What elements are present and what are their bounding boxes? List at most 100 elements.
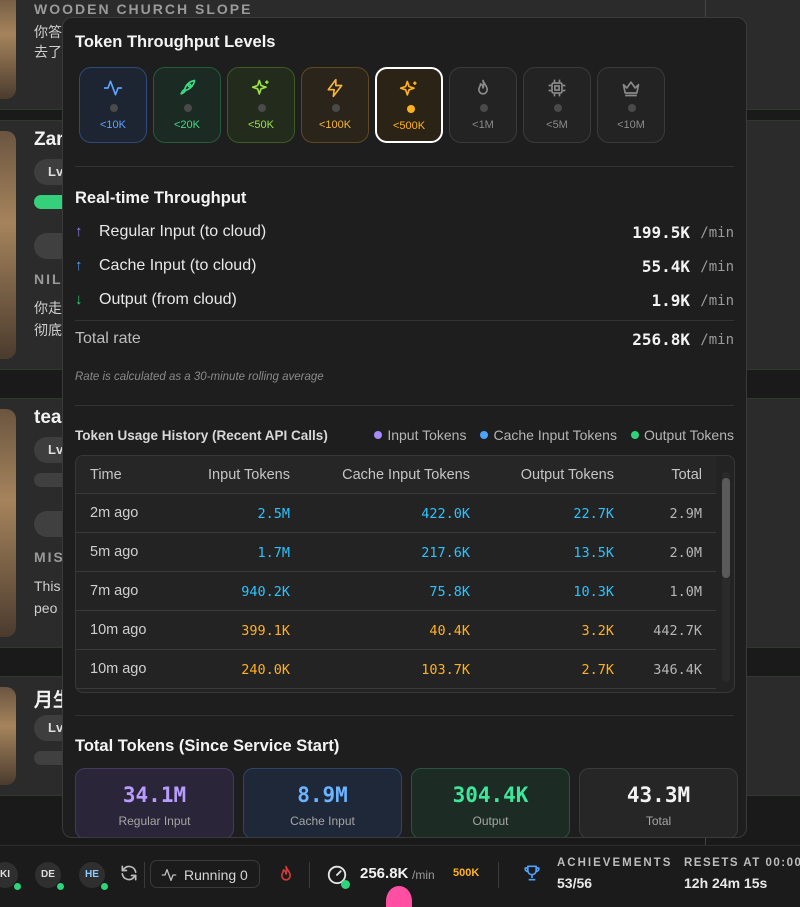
cache-cell: 40.4K (429, 623, 470, 639)
total-cell: 2.0M (669, 545, 702, 561)
table-row: 5m ago 1.7M 217.6K 13.5K 2.0M (76, 533, 716, 572)
agent-avatar[interactable]: DE (35, 862, 65, 891)
levels-title: Token Throughput Levels (75, 33, 276, 51)
column-header[interactable]: Input Tokens (208, 467, 290, 483)
output-cell: 2.7K (581, 662, 614, 678)
divider (75, 166, 734, 167)
throughput-rate-unit: /min (412, 868, 435, 882)
level-indicator-dot (628, 104, 636, 112)
realtime-title: Real-time Throughput (75, 189, 247, 207)
history-table[interactable]: Time Input Tokens Cache Input Tokens Out… (75, 455, 735, 693)
total-label: Total (645, 814, 672, 828)
rate-unit: /min (700, 332, 734, 348)
achievements-value[interactable]: 53/56 (557, 875, 593, 891)
flame-icon[interactable] (276, 863, 296, 890)
history-title: Token Usage History (Recent API Calls) (75, 428, 328, 443)
agent-avatar[interactable]: KI (0, 862, 22, 891)
rate-value: 199.5K (632, 223, 690, 242)
total-cell: 442.7K (653, 623, 702, 639)
card-text-line: 你答 (34, 24, 62, 40)
column-header[interactable]: Time (90, 467, 122, 483)
card-text-line: This (34, 578, 61, 594)
avatar-initials: KI (0, 869, 10, 880)
rate-unit: /min (700, 293, 734, 309)
divider (75, 715, 734, 716)
level-badge: 500K (453, 867, 480, 879)
rocket-icon (154, 78, 220, 98)
divider (75, 320, 734, 321)
total-rate-value: 256.8K (632, 330, 690, 349)
total-rate-label: Total rate (75, 330, 141, 347)
input-cell: 940.2K (241, 584, 290, 600)
level-20k[interactable]: <20K (153, 67, 221, 143)
level-indicator-dot (554, 104, 562, 112)
total-value: 304.4K (452, 783, 529, 807)
flame-icon (450, 78, 516, 98)
time-cell: 10m ago (90, 661, 147, 677)
column-header[interactable]: Output Tokens (520, 467, 614, 483)
scrollbar-thumb[interactable] (722, 478, 730, 578)
trophy-icon[interactable] (522, 863, 542, 888)
token-throughput-panel: Token Throughput Levels <10K <20K <50K (62, 17, 747, 838)
card-text-line: 你走 (34, 300, 62, 316)
throughput-rate[interactable]: 256.8K (360, 865, 409, 882)
level-indicator-dot (110, 104, 118, 112)
level-10k[interactable]: <10K (79, 67, 147, 143)
total-value: 34.1M (122, 783, 187, 807)
sparkles-icon (377, 79, 441, 99)
cpu-icon (524, 78, 590, 98)
level-indicator-dot (332, 104, 340, 112)
output-cell: 13.5K (573, 545, 614, 561)
character-name: tea (34, 407, 62, 428)
table-row: 7m ago 940.2K 75.8K 10.3K 1.0M (76, 572, 716, 611)
regular-input-total-card: 34.1M Regular Input (75, 768, 234, 837)
totals-title: Total Tokens (Since Service Start) (75, 737, 340, 755)
column-header[interactable]: Cache Input Tokens (342, 467, 470, 483)
level-50k[interactable]: <50K (227, 67, 295, 143)
agent-avatar[interactable]: HE (79, 862, 109, 891)
column-header[interactable]: Total (671, 467, 702, 483)
legend-swatch (374, 431, 383, 439)
running-status[interactable]: Running 0 (150, 860, 260, 888)
card-text-line: 彻底 (34, 322, 62, 338)
level-label: <10M (617, 119, 645, 131)
level-1m[interactable]: <1M (449, 67, 517, 143)
totals-cards: 34.1M Regular Input 8.9M Cache Input 304… (75, 768, 738, 837)
activity-icon (80, 78, 146, 98)
online-indicator (56, 882, 65, 891)
level-label: <50K (248, 119, 274, 131)
mouse-cursor (386, 886, 412, 907)
legend-item: Output Tokens (630, 427, 734, 443)
throughput-levels: <10K <20K <50K <100K (79, 67, 665, 143)
total-cell: 1.0M (669, 584, 702, 600)
level-label: <20K (174, 119, 200, 131)
time-cell: 7m ago (90, 583, 139, 599)
total-cell: 2.9M (669, 506, 702, 522)
refresh-icon[interactable] (119, 863, 139, 888)
input-cell: 399.1K (241, 623, 290, 639)
table-scrollbar[interactable] (722, 472, 730, 682)
zap-icon (302, 78, 368, 98)
gauge-icon[interactable] (326, 863, 350, 890)
legend-swatch (630, 431, 639, 439)
resets-countdown: 12h 24m 15s (684, 875, 768, 891)
level-indicator-dot (480, 104, 488, 112)
level-100k[interactable]: <100K (301, 67, 369, 143)
grand-total-card: 43.3M Total (579, 768, 738, 837)
rate-label: Cache Input (to cloud) (99, 257, 257, 274)
total-label: Regular Input (118, 814, 191, 828)
card-text-line: peo (34, 600, 58, 616)
rate-value: 55.4K (641, 257, 690, 276)
output-total-card: 304.4K Output (411, 768, 570, 837)
separator (144, 862, 145, 888)
level-5m[interactable]: <5M (523, 67, 591, 143)
rolling-average-note: Rate is calculated as a 30-minute rollin… (75, 371, 324, 383)
level-10m[interactable]: <10M (597, 67, 665, 143)
input-cell: 2.5M (257, 506, 290, 522)
scene-label: MIS (34, 549, 65, 565)
output-cell: 22.7K (573, 506, 614, 522)
input-cell: 240.0K (241, 662, 290, 678)
regular-input-row: ↑ Regular Input (to cloud) 199.5K /min (75, 221, 734, 245)
level-label: <500K (392, 120, 426, 132)
level-500k-active[interactable]: <500K (375, 67, 443, 143)
